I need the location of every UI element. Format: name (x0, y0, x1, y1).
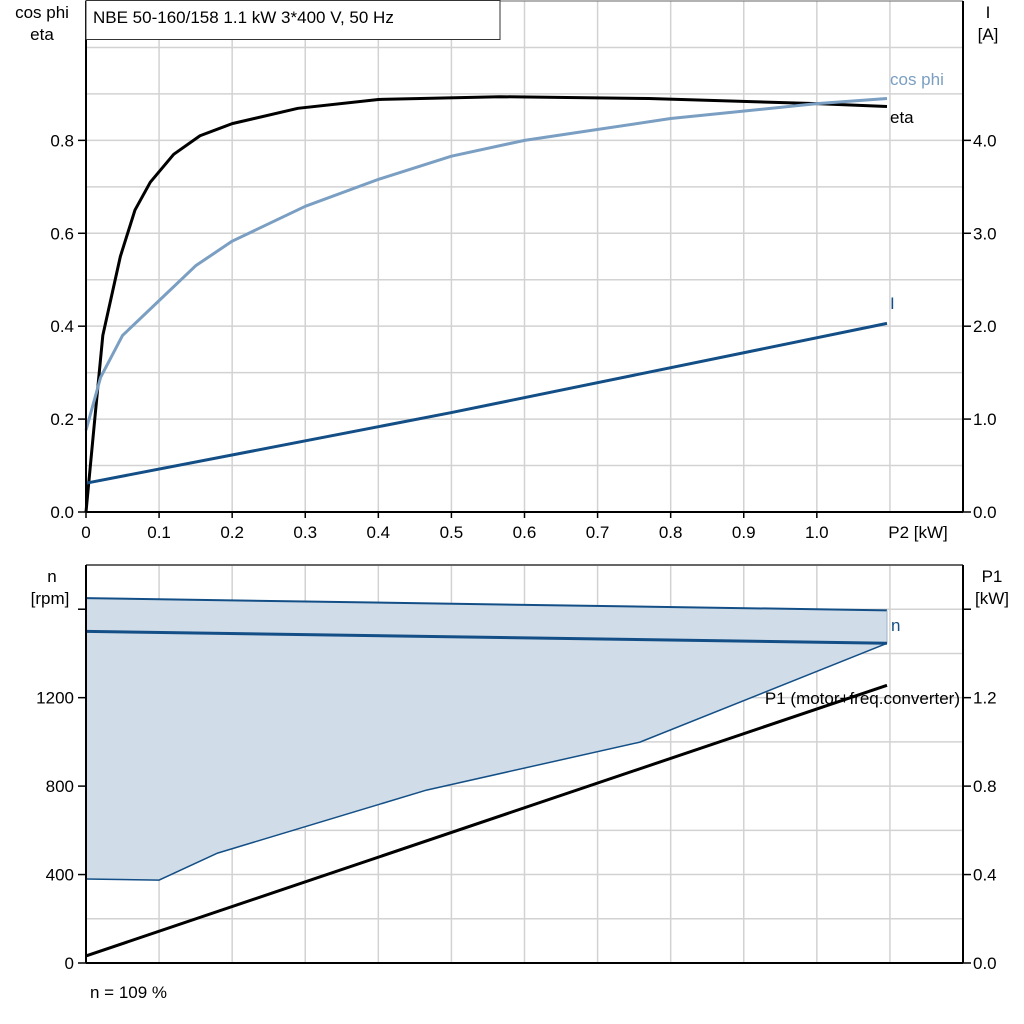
footnote: n = 109 % (90, 983, 167, 1002)
x-tick-label: 0.3 (293, 523, 317, 542)
axes: 0.0 0.2 0.4 0.6 0.8 0.0 1.0 2.0 3.0 4.0 0 0.1 0.2 0.3… (36, 0, 997, 973)
series-line-p1 (85, 683, 888, 958)
right-tick-label: 2.0 (973, 317, 997, 336)
right-tick-label: 0.8 (973, 777, 997, 796)
series-line-cos (84, 97, 888, 431)
x-tick-label: 0.5 (440, 523, 464, 542)
x-tick-label: 0.2 (220, 523, 244, 542)
series-label-i: I (890, 294, 895, 313)
series-line-i (85, 321, 888, 485)
top-right-ylabel-1: I (986, 3, 991, 22)
title-box (85, 0, 501, 40)
right-tick-label: 0.4 (973, 866, 997, 885)
top-grid (86, 1, 963, 512)
left-tick-label: 0.4 (50, 317, 74, 336)
x-tick-label: 0.6 (513, 523, 537, 542)
bottom-left-ylabel-1: n (47, 567, 56, 586)
left-tick-label: 800 (46, 777, 74, 796)
top-right-ylabel-2: [A] (978, 25, 999, 44)
x-tick-label: 0.9 (732, 523, 756, 542)
x-tick-label: 0.4 (367, 523, 391, 542)
top-xlabel: P2 [kW] (888, 523, 948, 542)
speed-max-line (85, 597, 888, 612)
left-tick-label: 400 (46, 866, 74, 885)
x-tick-label: 1.0 (805, 523, 829, 542)
x-tick-label: 0.7 (586, 523, 610, 542)
left-tick-label: 1200 (36, 689, 74, 708)
bottom-left-ylabel-2: [rpm] (31, 589, 70, 608)
series-label-cos-phi: cos phi (890, 70, 944, 89)
x-tick-label: 0.1 (147, 523, 171, 542)
series-label-n: n (891, 616, 900, 635)
bottom-right-ylabel-1: P1 (982, 567, 1003, 586)
right-tick-label: 0.0 (973, 954, 997, 973)
speed-range-area (86, 598, 887, 881)
right-tick-label: 4.0 (973, 131, 997, 150)
x-tick-label: 0 (81, 523, 90, 542)
series-line-n (85, 629, 888, 645)
left-tick-label: 0.8 (50, 131, 74, 150)
bottom-right-ylabel-2: [kW] (975, 589, 1009, 608)
chart-marks (84, 95, 888, 958)
series-label-eta: eta (890, 108, 914, 127)
left-tick-label: 0.0 (50, 503, 74, 522)
right-tick-label: 0.0 (973, 503, 997, 522)
series-label-p1: P1 (motor+freq.converter) (765, 689, 960, 708)
speed-min-line (85, 642, 888, 881)
left-tick-label: 0 (65, 954, 74, 973)
right-tick-label: 1.2 (973, 689, 997, 708)
x-tick-label: 0.8 (659, 523, 683, 542)
right-tick-label: 1.0 (973, 410, 997, 429)
chart-title: NBE 50-160/158 1.1 kW 3*400 V, 50 Hz (93, 8, 394, 27)
series-line-eta (84, 95, 888, 513)
left-tick-label: 0.6 (50, 224, 74, 243)
top-left-ylabel-1: cos phi (15, 3, 69, 22)
left-tick-label: 0.2 (50, 410, 74, 429)
top-left-ylabel-2: eta (30, 25, 54, 44)
right-tick-label: 3.0 (973, 224, 997, 243)
